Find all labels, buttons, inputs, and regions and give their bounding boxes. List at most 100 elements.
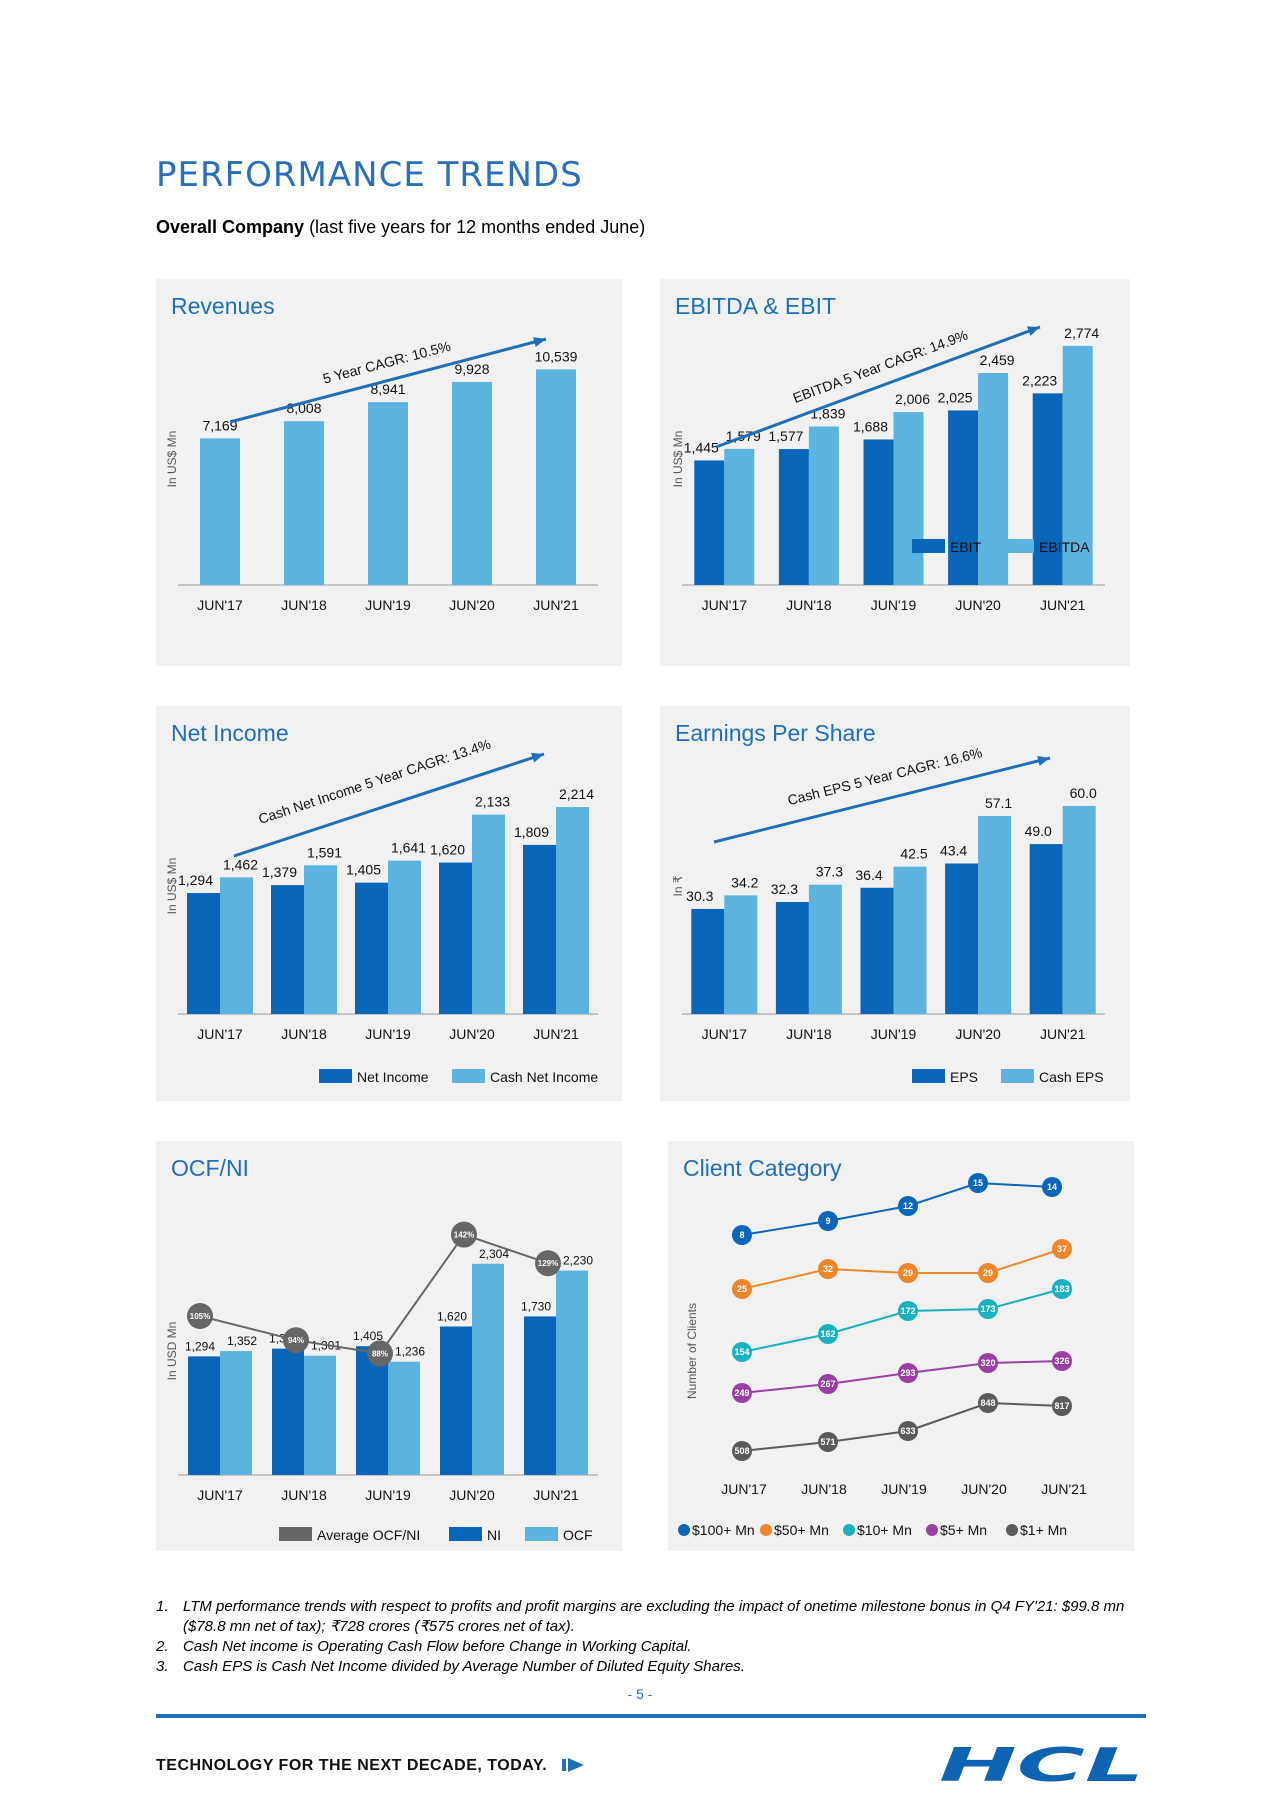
page-subtitle: Overall Company (last five years for 12 …	[156, 217, 645, 238]
data-label: 1,809	[514, 824, 549, 840]
tick-label: JUN'18	[281, 597, 327, 613]
client-marker	[968, 1173, 988, 1193]
client-marker	[1052, 1279, 1072, 1299]
client-marker	[1052, 1351, 1072, 1371]
legend-label: Average OCF/NI	[317, 1527, 420, 1543]
y-axis-label: In US$ Mn	[165, 431, 179, 488]
legend-label: $100+ Mn	[692, 1522, 755, 1538]
client-value-label: 32	[823, 1264, 833, 1274]
data-label: 37.3	[816, 864, 843, 880]
bar	[439, 862, 472, 1014]
cagr-arrow-line	[713, 756, 1051, 844]
ratio-marker	[283, 1327, 309, 1354]
footnote-1: 1. LTM performance trends with respect to…	[156, 1597, 1156, 1637]
bar	[1032, 393, 1063, 585]
page-title: PERFORMANCE TRENDS	[156, 155, 583, 195]
ratio-marker	[367, 1340, 393, 1367]
data-label: 49.0	[1025, 823, 1052, 839]
client-value-label: 326	[1054, 1356, 1069, 1366]
client-marker	[818, 1259, 838, 1279]
bar	[778, 449, 809, 585]
bar	[808, 884, 842, 1014]
legend-swatch	[912, 539, 945, 553]
data-label: 2,230	[563, 1254, 593, 1268]
bar	[388, 1361, 420, 1475]
eps-chart: 30.3 34.2 JUN'17 32.3 37.3 JUN'18 36.4 42.5 JUN'…	[671, 744, 1105, 1085]
legend-label: EBITDA	[1039, 539, 1090, 555]
arrow-right-icon	[562, 1758, 584, 1772]
tick-label: JUN'21	[533, 1026, 579, 1042]
bar	[724, 448, 755, 585]
bar	[808, 426, 839, 585]
legend-label: EBIT	[950, 539, 982, 555]
client-marker	[732, 1383, 752, 1403]
client-marker	[1052, 1239, 1072, 1259]
data-label: 1,405	[346, 862, 381, 878]
bar	[524, 1316, 556, 1475]
bar	[304, 865, 337, 1014]
client-marker	[1052, 1396, 1072, 1416]
tick-label: JUN'21	[533, 1487, 579, 1503]
hcl-logo: HCL	[939, 1743, 1144, 1787]
data-label: 7,169	[202, 417, 237, 433]
bar	[187, 893, 220, 1014]
ratio-label: 142%	[454, 1231, 474, 1240]
client-value-label: 8	[739, 1230, 744, 1240]
client-value-label: 249	[734, 1388, 749, 1398]
tick-label: JUN'21	[1040, 597, 1086, 613]
bar	[694, 460, 725, 585]
bar	[536, 369, 576, 585]
client-marker	[978, 1299, 998, 1319]
bar	[860, 887, 894, 1014]
cagr-arrow-line	[715, 325, 1041, 449]
data-label: 2,133	[475, 794, 510, 810]
y-axis-label: In ₹	[671, 875, 685, 896]
legend-swatch	[912, 1069, 945, 1083]
client-value-label: 293	[900, 1368, 915, 1378]
ratio-label: 129%	[538, 1259, 558, 1268]
data-label: 1,236	[395, 1345, 425, 1359]
tick-label: JUN'17	[197, 1026, 243, 1042]
client-value-label: 162	[820, 1329, 835, 1339]
bar	[948, 410, 979, 585]
footnote-number: 3.	[156, 1658, 169, 1675]
bar	[472, 1263, 504, 1475]
tick-label: JUN'19	[365, 597, 411, 613]
y-axis-label: In US$ Mn	[165, 858, 179, 915]
client-marker	[732, 1342, 752, 1362]
cagr-arrowhead	[1037, 755, 1050, 766]
tick-label: JUN'17	[702, 1026, 748, 1042]
client-marker	[978, 1263, 998, 1283]
bar	[200, 438, 240, 585]
y-axis-label: In USD Mn	[165, 1322, 179, 1381]
bar	[440, 1326, 472, 1475]
data-label: 42.5	[900, 846, 927, 862]
legend-marker	[678, 1524, 690, 1536]
bar	[188, 1356, 220, 1475]
bar	[556, 1270, 588, 1475]
client-marker	[898, 1301, 918, 1321]
data-label: 34.2	[731, 874, 758, 890]
bar	[523, 844, 556, 1014]
panel-title: Revenues	[171, 293, 275, 319]
clients-chart: 8 9 12 15 14 25 32 29 29 37 154 162 172 173 183 249 267 2…	[678, 1173, 1087, 1538]
legend-swatch	[452, 1069, 485, 1083]
client-value-label: 29	[903, 1268, 913, 1278]
legend-swatch	[1001, 539, 1034, 553]
bar	[272, 1348, 304, 1475]
data-label: 1,352	[227, 1334, 257, 1348]
legend-label: OCF	[563, 1527, 593, 1543]
legend-label: Cash Net Income	[490, 1069, 598, 1085]
tick-label: JUN'20	[955, 597, 1001, 613]
tick-label: JUN'19	[871, 597, 917, 613]
tick-label: JUN'18	[281, 1487, 327, 1503]
footnote-text: LTM performance trends with respect to p…	[183, 1598, 1125, 1635]
data-label: 30.3	[686, 888, 713, 904]
footnotes: 1. LTM performance trends with respect to…	[156, 1597, 1156, 1677]
data-label: 60.0	[1070, 785, 1097, 801]
data-label: 2,774	[1064, 325, 1099, 341]
bar	[1029, 844, 1063, 1014]
data-label: 32.3	[771, 881, 798, 897]
legend-label: NI	[487, 1527, 501, 1543]
eps-panel: 30.3 34.2 JUN'17 32.3 37.3 JUN'18 36.4 42.5 JUN'…	[660, 706, 1130, 1101]
